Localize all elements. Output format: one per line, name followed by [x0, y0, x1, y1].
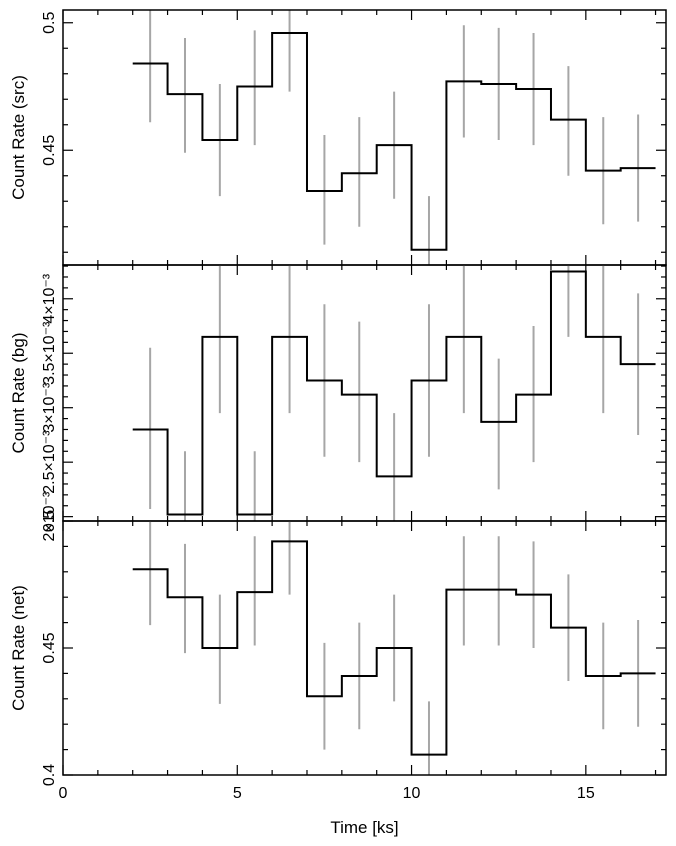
- panel-frame: [62, 520, 667, 776]
- y-tick-label: 0.5: [41, 510, 58, 532]
- y-axis-title: Count Rate (bg): [9, 333, 28, 454]
- x-axis-title: Time [ks]: [330, 818, 398, 837]
- y-tick-label: 0.5: [41, 12, 58, 34]
- y-tick-label: 0.4: [41, 764, 58, 786]
- data-group: [132, 10, 656, 265]
- y-tick-label: 3.5×10⁻³: [41, 321, 58, 385]
- panel-frame: [62, 264, 667, 522]
- y-axis-title: Count Rate (net): [9, 585, 28, 711]
- y-tick-label: 2×10⁻³: [41, 491, 58, 541]
- y-tick-label: 4×10⁻³: [41, 273, 58, 323]
- step-line: [132, 270, 656, 516]
- panel-3: 0.4 0.45 0.5 0 5 10 15 Count Rate (net): [9, 510, 667, 802]
- y-tick-label: 3×10⁻³: [41, 382, 58, 432]
- x-tick-label: 10: [403, 785, 421, 802]
- x-tick-label: 5: [233, 785, 242, 802]
- data-group: [132, 265, 656, 521]
- y-tick-label: 0.45: [41, 135, 58, 166]
- step-line: [132, 540, 656, 756]
- panel-2: 2×10⁻³2.5×10⁻³3×10⁻³3.5×10⁻³4×10⁻³ Count …: [9, 264, 667, 542]
- x-tick-label: 0: [59, 785, 68, 802]
- panel-1: 0.45 0.5 Count Rate (src): [9, 9, 667, 266]
- x-tick-label: 15: [577, 785, 595, 802]
- panel-frame: [62, 9, 667, 266]
- y-tick-label: 2.5×10⁻³: [41, 430, 58, 494]
- y-axis-title: Count Rate (src): [9, 75, 28, 200]
- step-line: [132, 31, 656, 251]
- y-tick-label: 0.45: [41, 632, 58, 663]
- data-group: [132, 521, 656, 775]
